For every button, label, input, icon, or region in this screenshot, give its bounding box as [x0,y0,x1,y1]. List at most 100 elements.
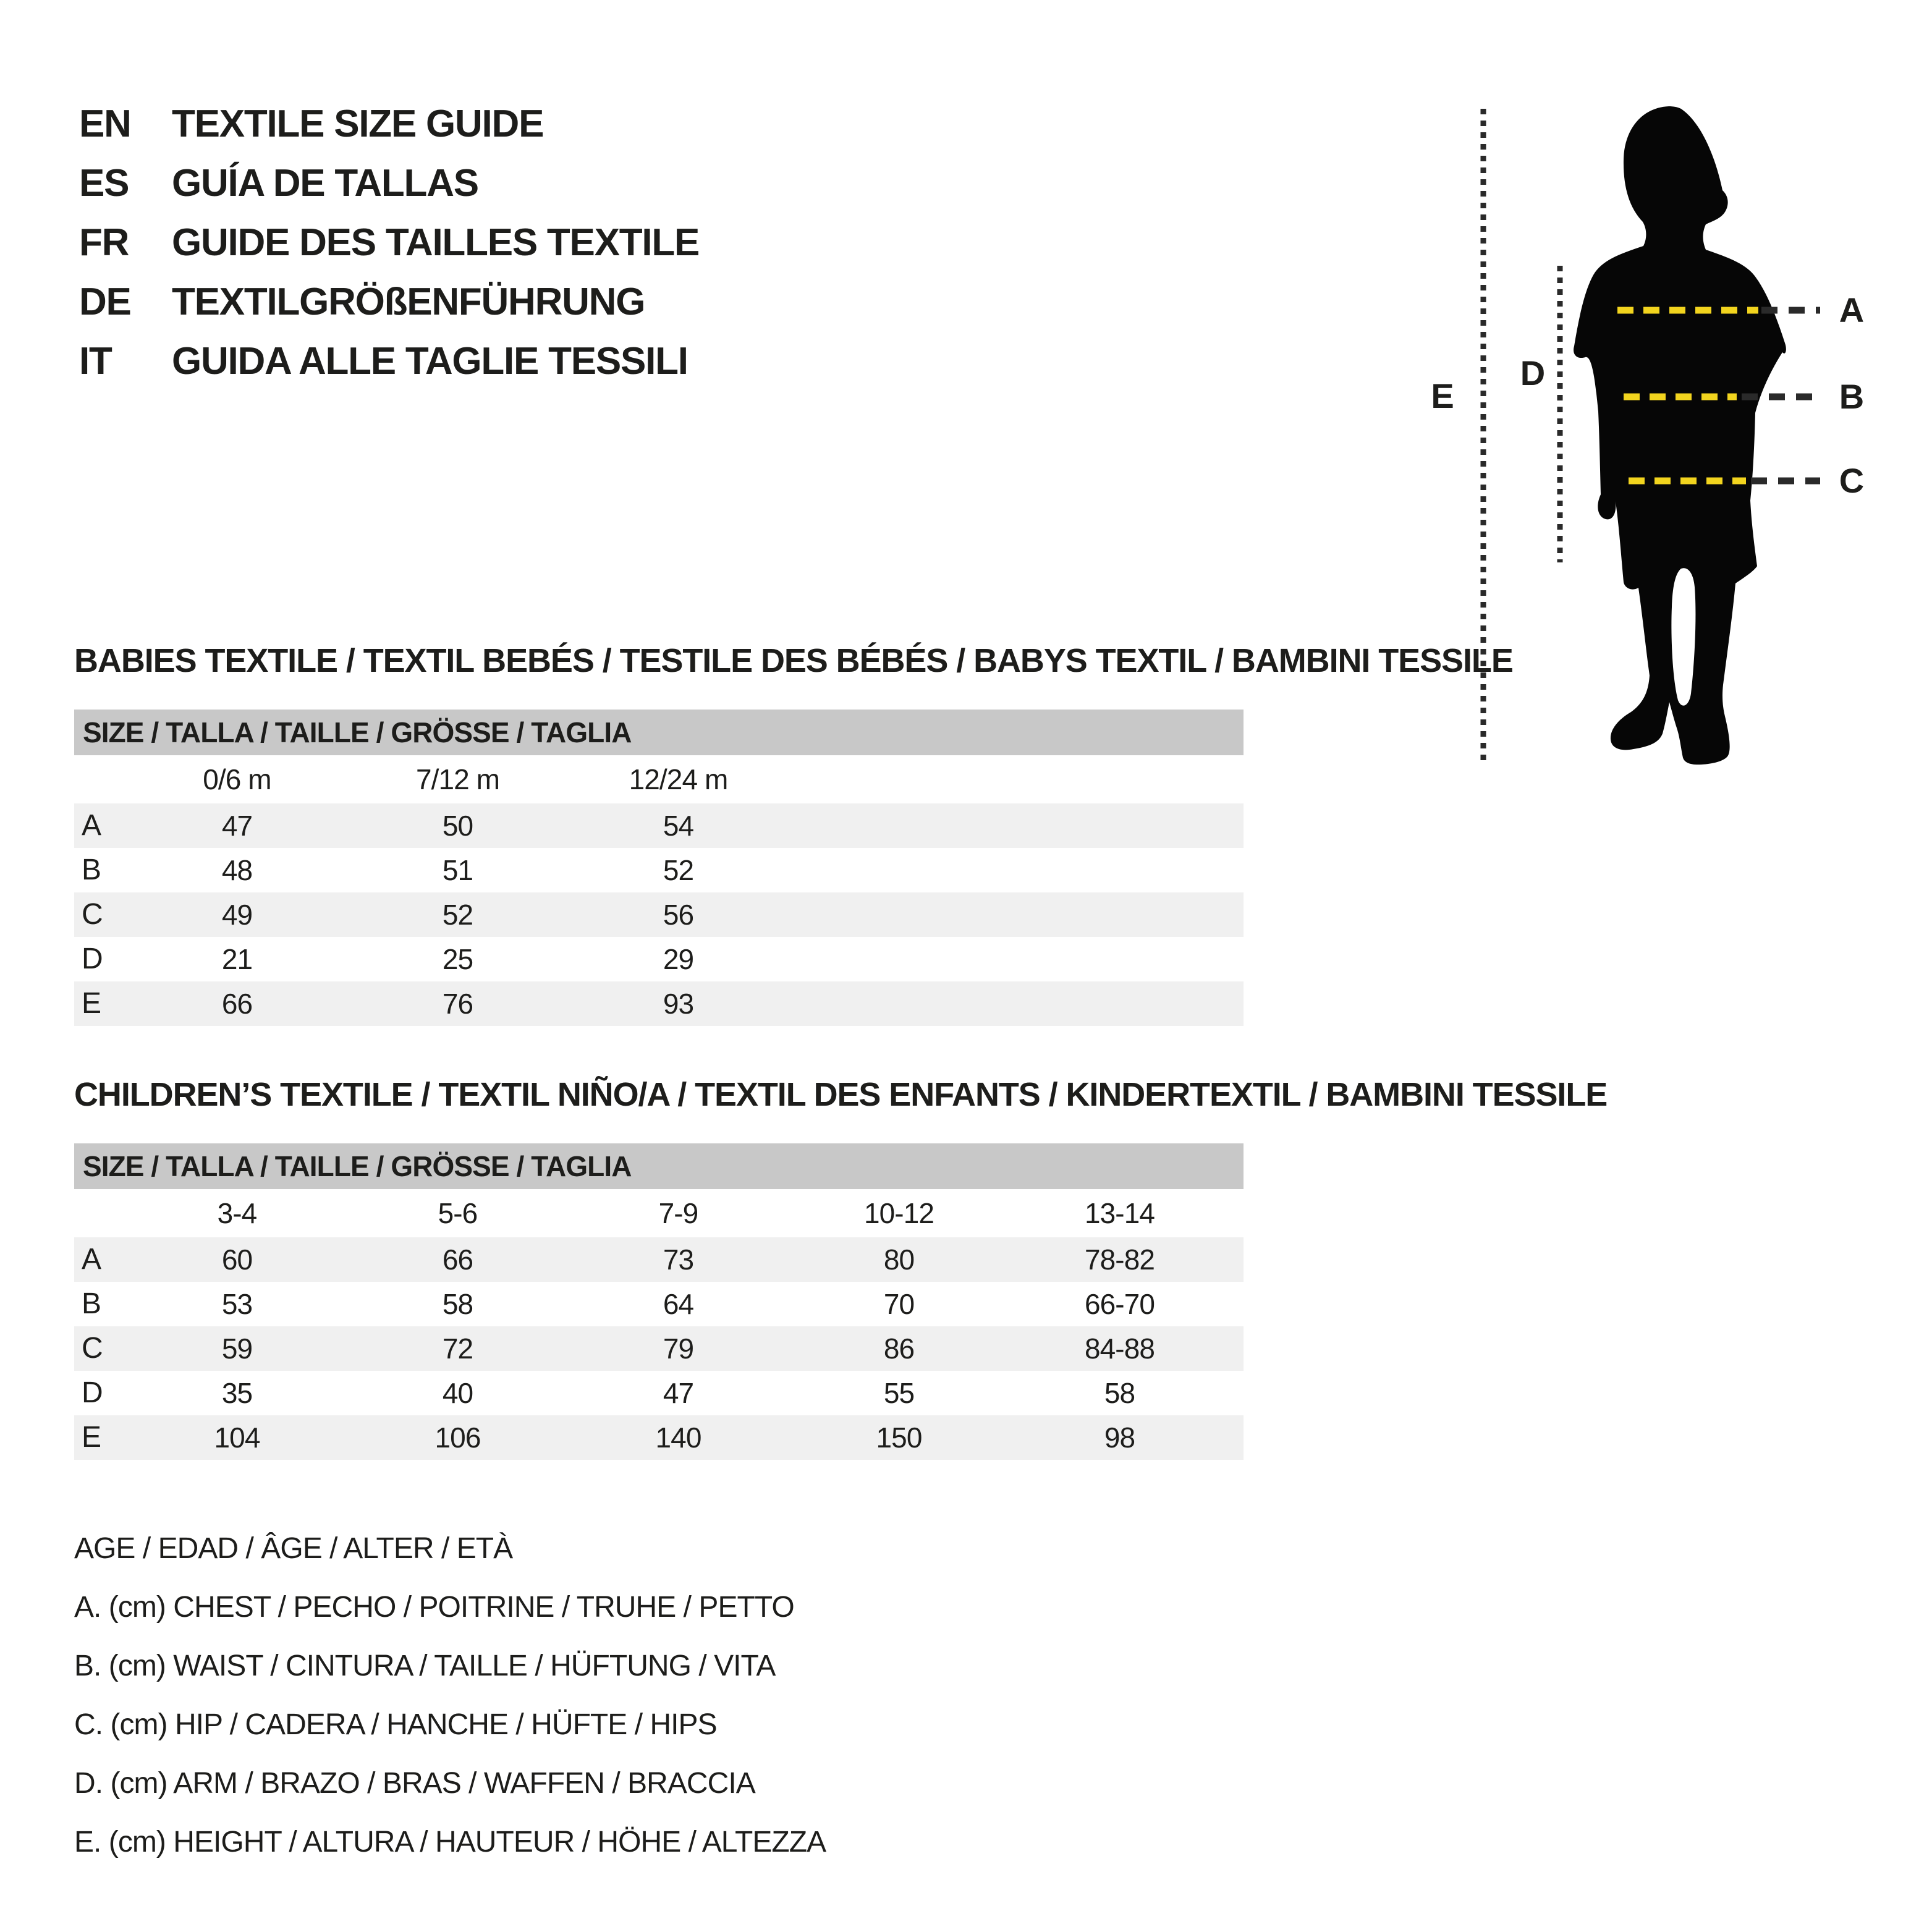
language-row-it: IT GUIDA ALLE TAGLIE TESSILI [79,331,699,391]
measurement-legend: AGE / EDAD / ÂGE / ALTER / ETÀ A. (cm) C… [74,1519,826,1871]
column-header-row: 3-4 5-6 7-9 10-12 13-14 [74,1189,1244,1237]
table-cell: 79 [663,1332,694,1365]
filler-cell [789,981,1244,1026]
table-cell: 21 [221,943,253,975]
language-code: EN [79,102,132,145]
table-cell: 56 [663,899,694,931]
table-cell: 58 [442,1288,473,1320]
table-cell: 35 [221,1377,253,1409]
language-row-de: DE TEXTILGRÖßENFÜHRUNG [79,272,699,331]
legend-waist: B. (cm) WAIST / CINTURA / TAILLE / HÜFTU… [74,1650,776,1682]
table-cell: 86 [883,1332,915,1365]
row-label: A [82,1243,101,1276]
language-title: GUIDE DES TAILLES TEXTILE [172,221,700,264]
table-cell: 50 [442,810,473,842]
filler-cell [1230,1371,1244,1415]
legend-height: E. (cm) HEIGHT / ALTURA / HAUTEUR / HÖHE… [74,1826,826,1858]
figure-label-e: E [1431,376,1454,415]
table-cell: 60 [221,1244,253,1276]
language-title: TEXTILE SIZE GUIDE [172,102,544,145]
legend-chest: A. (cm) CHEST / PECHO / POITRINE / TRUHE… [74,1591,795,1624]
size-header-bar: SIZE / TALLA / TAILLE / GRÖSSE / TAGLIA [74,710,1244,755]
filler-cell [1230,1237,1244,1282]
table-row-E: E 66 76 93 [74,981,1244,1026]
table-row-E: E 104 106 140 150 98 [74,1415,1244,1460]
table-row-D: D 21 25 29 [74,937,1244,981]
table-row-C: C 49 52 56 [74,892,1244,937]
child-silhouette-diagram: E D A B C [1431,106,1864,765]
language-row-en: EN TEXTILE SIZE GUIDE [79,94,699,153]
language-code: FR [79,221,129,264]
column-header: 10-12 [863,1197,934,1229]
size-header-bar: SIZE / TALLA / TAILLE / GRÖSSE / TAGLIA [74,1143,1244,1189]
table-row-C: C 59 72 79 86 84-88 [74,1326,1244,1371]
row-label: B [82,1287,101,1320]
corner-cell [74,1189,127,1237]
children-section: CHILDREN’S TEXTILE / TEXTIL NIÑO/A / TEX… [74,1076,1608,1460]
table-cell: 104 [214,1421,261,1454]
children-section-title: CHILDREN’S TEXTILE / TEXTIL NIÑO/A / TEX… [74,1076,1608,1113]
table-cell: 53 [221,1288,253,1320]
row-label: B [82,854,101,886]
table-cell: 76 [442,988,473,1020]
table-row-D: D 35 40 47 55 58 [74,1371,1244,1415]
language-title: GUIDA ALLE TAGLIE TESSILI [172,339,688,383]
table-cell: 140 [655,1421,702,1454]
language-row-fr: FR GUIDE DES TAILLES TEXTILE [79,213,700,272]
table-cell: 93 [663,988,694,1020]
filler-cell [1230,1415,1244,1460]
table-cell: 54 [663,810,694,842]
row-label: C [82,898,103,931]
table-row-B: B 53 58 64 70 66-70 [74,1282,1244,1326]
children-size-table: SIZE / TALLA / TAILLE / GRÖSSE / TAGLIA 3… [74,1143,1244,1460]
table-cell: 58 [1104,1377,1135,1409]
table-cell: 73 [663,1244,694,1276]
table-cell: 106 [434,1421,481,1454]
filler-cell [1230,1189,1244,1237]
table-cell: 64 [663,1288,694,1320]
table-cell: 66-70 [1084,1288,1155,1320]
table-cell: 47 [663,1377,694,1409]
row-label: E [82,987,101,1020]
legend-hip: C. (cm) HIP / CADERA / HANCHE / HÜFTE / … [74,1708,718,1741]
filler-cell [789,937,1244,981]
legend-arm: D. (cm) ARM / BRAZO / BRAS / WAFFEN / BR… [74,1767,756,1800]
language-code: ES [79,161,129,205]
table-cell: 98 [1104,1421,1135,1454]
figure-label-d: D [1520,354,1545,392]
table-cell: 70 [883,1288,915,1320]
column-header: 12/24 m [629,763,729,795]
table-cell: 47 [221,810,253,842]
table-cell: 59 [221,1332,253,1365]
language-code: DE [79,280,132,323]
column-header-row: 0/6 m 7/12 m 12/24 m [74,755,1244,803]
table-cell: 51 [442,854,473,886]
babies-section: BABIES TEXTILE / TEXTIL BEBÉS / TESTILE … [74,644,1514,1026]
table-cell: 25 [442,943,473,975]
filler-cell [789,803,1244,848]
figure-label-b: B [1839,377,1864,416]
table-row-B: B 48 51 52 [74,848,1244,892]
language-title: TEXTILGRÖßENFÜHRUNG [172,280,645,323]
table-cell: 66 [442,1244,473,1276]
language-code: IT [79,339,112,383]
table-cell: 72 [442,1332,473,1365]
table-cell: 52 [663,854,694,886]
filler-cell [789,892,1244,937]
table-cell: 78-82 [1084,1244,1155,1276]
row-label: C [82,1332,103,1365]
column-header: 3-4 [217,1197,258,1229]
row-label: D [82,943,103,975]
figure-label-a: A [1839,290,1864,329]
column-header: 13-14 [1084,1197,1155,1229]
column-header: 5-6 [438,1197,478,1229]
measurement-figure: E D A B C [1415,93,1932,779]
row-label: A [82,809,101,842]
table-cell: 29 [663,943,694,975]
row-label: E [82,1421,101,1454]
table-cell: 84-88 [1084,1332,1155,1365]
table-cell: 55 [883,1377,915,1409]
legend-age: AGE / EDAD / ÂGE / ALTER / ETÀ [74,1532,513,1565]
corner-cell [74,755,127,803]
child-silhouette [1574,106,1786,765]
